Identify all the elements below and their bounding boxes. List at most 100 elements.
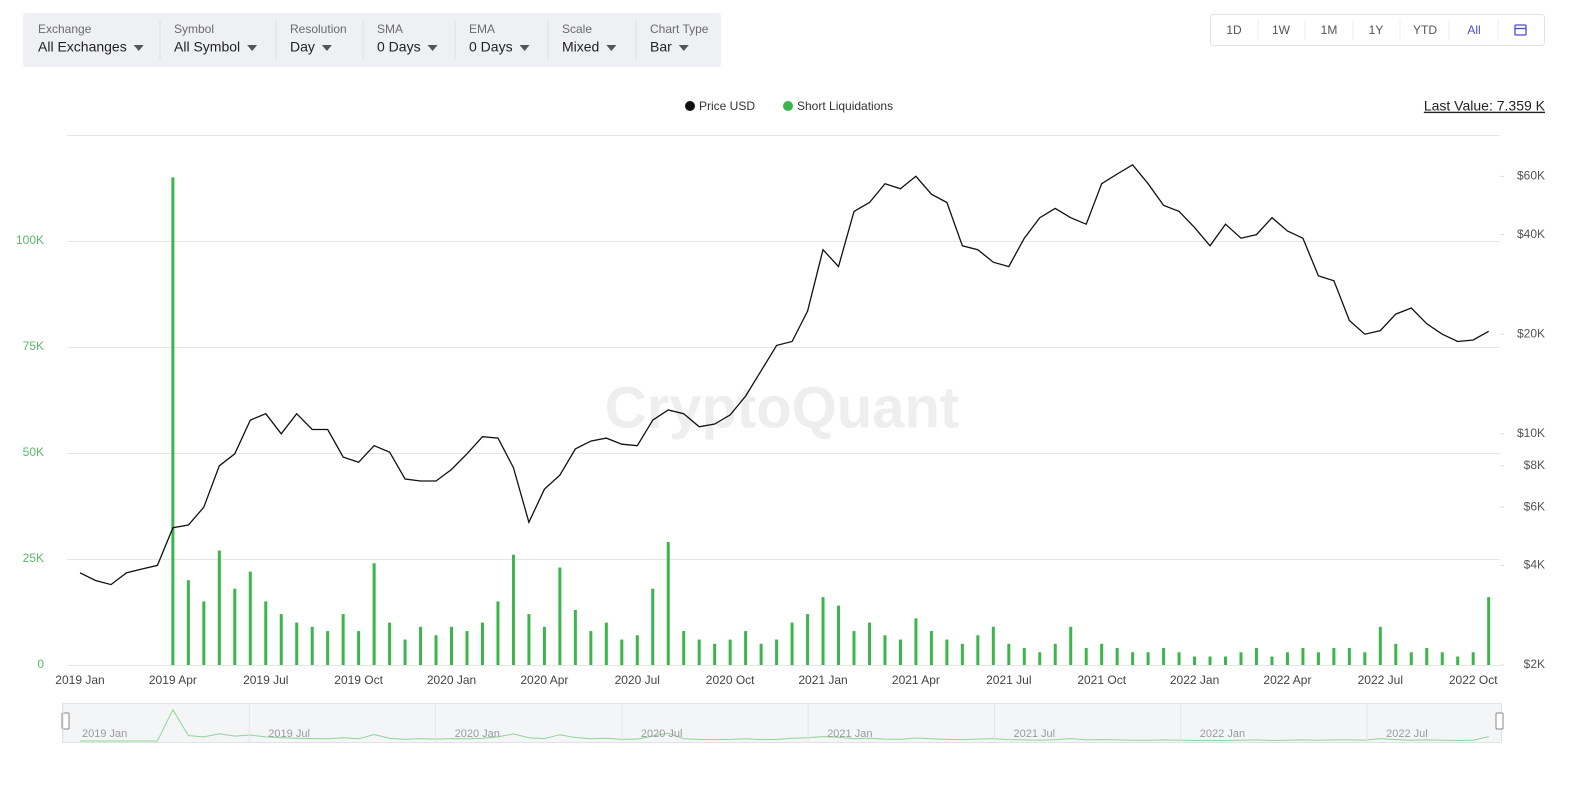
bar <box>186 580 190 665</box>
navigator-label: 2021 Jul <box>1014 728 1056 740</box>
filter-value[interactable]: Bar <box>650 39 672 55</box>
y-tick-label: 25K <box>23 551 44 565</box>
filter-value[interactable]: All Exchanges <box>38 39 127 55</box>
watermark: CryptoQuant <box>605 375 959 440</box>
bar <box>620 639 624 665</box>
dropdown-caret[interactable] <box>519 45 530 51</box>
range-button[interactable]: 1W <box>1272 23 1291 37</box>
x-tick-label: 2019 Oct <box>334 673 383 687</box>
bar <box>496 601 500 665</box>
bar <box>728 639 732 665</box>
bar <box>666 542 670 665</box>
bar <box>202 601 206 665</box>
y-tick-label: 100K <box>16 233 44 247</box>
bar <box>867 622 871 665</box>
range-button[interactable]: YTD <box>1413 23 1437 37</box>
y2-tick-label: $2K <box>1524 657 1545 671</box>
bar <box>341 614 345 665</box>
range-button[interactable]: All <box>1467 23 1480 37</box>
y2-tick-label: $40K <box>1517 227 1545 241</box>
y-tick-label: 75K <box>23 339 44 353</box>
filter-value[interactable]: Day <box>290 39 315 55</box>
bar <box>1022 648 1026 665</box>
range-button[interactable]: 1Y <box>1369 23 1384 37</box>
dropdown-caret[interactable] <box>321 45 332 51</box>
dropdown-caret[interactable] <box>247 45 258 51</box>
navigator-label: 2022 Jan <box>1200 728 1245 740</box>
bar <box>264 601 268 665</box>
bar <box>1069 626 1073 665</box>
x-tick-label: 2021 Jul <box>986 673 1031 687</box>
legend-swatch <box>783 101 793 111</box>
bar <box>821 597 825 665</box>
filter-value[interactable]: All Symbol <box>174 39 240 55</box>
bar <box>682 631 686 665</box>
x-tick-label: 2019 Jan <box>55 673 104 687</box>
bar <box>914 618 918 665</box>
bar <box>945 639 949 665</box>
filter-value[interactable]: 0 Days <box>377 39 421 55</box>
dropdown-caret[interactable] <box>427 45 438 51</box>
bar <box>775 639 779 665</box>
legend-label[interactable]: Price USD <box>699 99 755 113</box>
bar <box>713 643 717 665</box>
navigator-label: 2020 Jan <box>455 728 500 740</box>
bar <box>1425 648 1429 665</box>
navigator-handle[interactable] <box>61 712 70 730</box>
toolbar <box>23 13 721 67</box>
legend-label[interactable]: Short Liquidations <box>797 99 893 113</box>
bar <box>1224 656 1228 665</box>
x-tick-label: 2022 Apr <box>1263 673 1311 687</box>
filter-label: Scale <box>562 22 592 36</box>
x-tick-label: 2019 Jul <box>243 673 288 687</box>
dropdown-caret[interactable] <box>678 45 689 51</box>
filter-label: Resolution <box>290 22 347 36</box>
filter-value[interactable]: 0 Days <box>469 39 513 55</box>
bar <box>279 614 283 665</box>
bar <box>898 639 902 665</box>
bar <box>326 631 330 665</box>
x-tick-label: 2022 Jan <box>1170 673 1219 687</box>
y2-tick-label: $20K <box>1517 326 1545 340</box>
filter-label: Chart Type <box>650 22 709 36</box>
dropdown-caret[interactable] <box>133 45 144 51</box>
bar <box>465 631 469 665</box>
navigator-series <box>80 708 1489 742</box>
bar <box>759 643 763 665</box>
bar <box>1285 652 1289 665</box>
navigator[interactable] <box>62 703 1502 743</box>
bar <box>1332 648 1336 665</box>
bar <box>372 563 376 665</box>
navigator-handle[interactable] <box>1495 712 1504 730</box>
x-tick-label: 2020 Jul <box>615 673 660 687</box>
y2-tick-label: $4K <box>1524 558 1545 572</box>
range-button[interactable]: 1D <box>1226 23 1242 37</box>
bar <box>542 626 546 665</box>
filter-label: Exchange <box>38 22 92 36</box>
bar <box>790 622 794 665</box>
bar <box>434 635 438 665</box>
y2-tick-label: $6K <box>1524 499 1545 513</box>
bar <box>1007 643 1011 665</box>
bar <box>1053 643 1057 665</box>
filter-value[interactable]: Mixed <box>562 39 599 55</box>
navigator-label: 2019 Jan <box>82 728 127 740</box>
bar <box>1456 656 1460 665</box>
bar <box>1193 656 1197 665</box>
bar <box>1177 652 1181 665</box>
bar <box>527 614 531 665</box>
range-button[interactable]: 1M <box>1321 23 1338 37</box>
bar <box>976 635 980 665</box>
x-tick-label: 2021 Apr <box>892 673 940 687</box>
bar <box>1301 648 1305 665</box>
bar <box>1254 648 1258 665</box>
bar <box>171 177 175 665</box>
bar <box>1378 626 1382 665</box>
calendar-icon[interactable] <box>1514 24 1527 36</box>
filter-label: Symbol <box>174 22 214 36</box>
last-value[interactable]: Last Value: 7.359 K <box>1424 98 1546 114</box>
dropdown-caret[interactable] <box>606 45 617 51</box>
filter-label: EMA <box>469 22 495 36</box>
x-tick-label: 2020 Oct <box>706 673 755 687</box>
